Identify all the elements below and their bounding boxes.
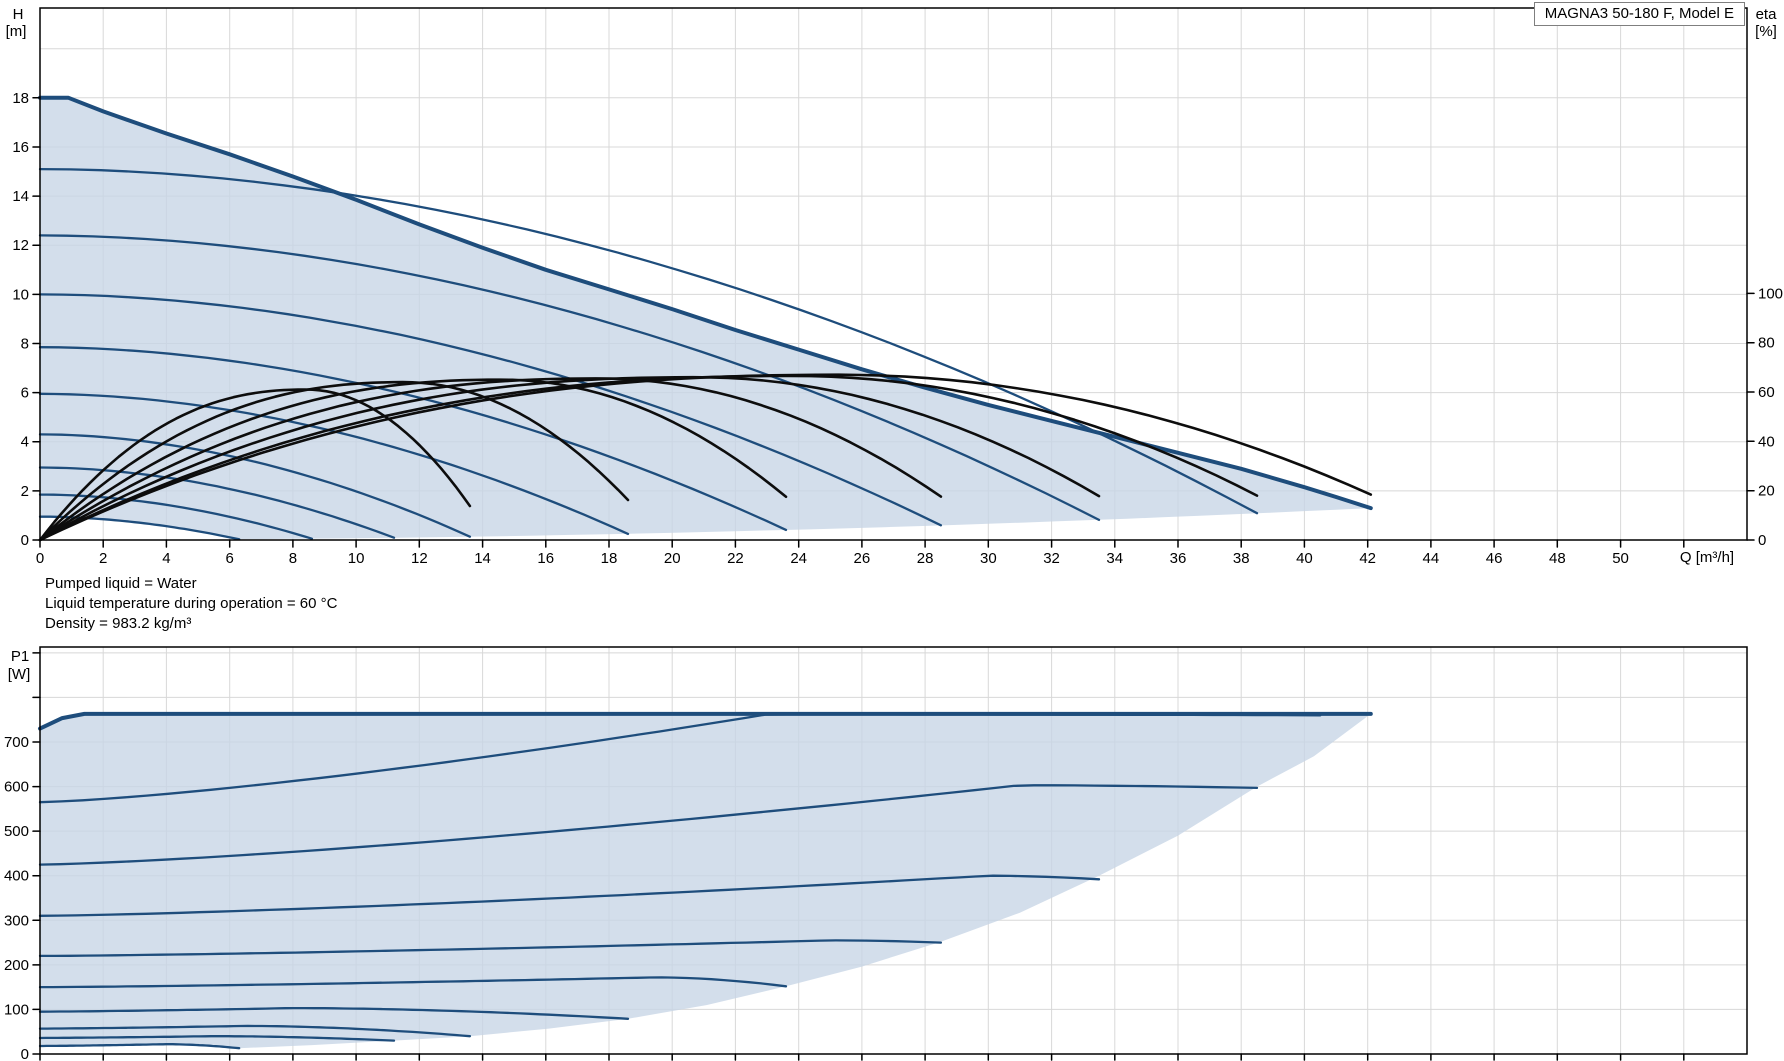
- efficiency-curve: [38, 375, 1101, 542]
- power-curve: [38, 976, 788, 989]
- eta-axis-tick-label: 20: [1758, 483, 1775, 500]
- x-axis-tick-label: 16: [537, 550, 554, 567]
- eta-axis-tick-label: 60: [1758, 384, 1775, 401]
- liquid-info-block: Pumped liquid = Water Liquid temperature…: [45, 574, 337, 634]
- p1-axis-tick-label: 600: [4, 779, 29, 796]
- p1-axis-tick-label: 100: [4, 1001, 29, 1018]
- h-axis-unit: [m]: [6, 23, 27, 40]
- x-axis-tick-label: 18: [601, 550, 618, 567]
- power-flow-chart-group: 0 100 200 300 400 500 600 700: [4, 646, 1748, 1061]
- x-axis-tick-label: 48: [1549, 550, 1566, 567]
- efficiency-curve: [38, 388, 472, 542]
- speed-curve: [38, 346, 788, 532]
- x-axis-tick-label: 38: [1233, 550, 1250, 567]
- power-curve: [38, 939, 943, 958]
- p1-axis-tick-label: 0: [21, 1046, 29, 1061]
- x-axis-tick-label: 10: [348, 550, 365, 567]
- x-axis-tick-label: 4: [162, 550, 170, 567]
- p1-axis-tick-label: 200: [4, 957, 29, 974]
- h-axis-tick-label: 8: [21, 335, 29, 352]
- eta-axis-tick-label: 0: [1758, 532, 1766, 549]
- info-pumped-liquid: Pumped liquid = Water: [45, 575, 197, 592]
- pump-model-title-box: MAGNA3 50-180 F, Model E: [1533, 2, 1745, 26]
- x-axis-tick-label: 40: [1296, 550, 1313, 567]
- eta-axis-name: eta: [1756, 6, 1778, 23]
- x-axis-tick-label: 8: [289, 550, 297, 567]
- x-axis-tick-label: 36: [1170, 550, 1187, 567]
- power-curve: [38, 1024, 472, 1038]
- power-curve: [38, 874, 1101, 917]
- h-axis-tick-label: 16: [12, 139, 29, 156]
- h-axis-tick-label: 0: [21, 532, 29, 549]
- q-axis-label: Q [m³/h]: [1680, 549, 1734, 566]
- h-axis-tick-label: 18: [12, 90, 29, 107]
- x-axis-tick-label: 22: [727, 550, 744, 567]
- p1-axis-tick-label: 300: [4, 912, 29, 929]
- efficiency-curve: [38, 377, 943, 542]
- power-envelope-fill: [40, 713, 1371, 1049]
- efficiency-curve: [38, 380, 630, 542]
- speed-curve: [38, 466, 396, 539]
- h-axis-tick-label: 14: [12, 188, 29, 205]
- power-curve: [38, 1006, 630, 1020]
- power-curve: [38, 1035, 396, 1042]
- x-axis-tick-label: 0: [36, 550, 44, 567]
- speed-curve: [38, 433, 472, 538]
- x-axis-tick-label: 42: [1359, 550, 1376, 567]
- x-axis-tick-label: 12: [411, 550, 428, 567]
- power-chart-frame: [39, 646, 1748, 1055]
- p1-axis-tick-label: 500: [4, 823, 29, 840]
- p1-axis-name: P1: [11, 648, 29, 665]
- eta-axis-unit: [%]: [1755, 23, 1777, 40]
- eta-axis-tick-label: 40: [1758, 433, 1775, 450]
- x-axis-tick-label: 32: [1043, 550, 1060, 567]
- x-axis-tick-label: 14: [474, 550, 491, 567]
- x-axis-tick-label: 44: [1423, 550, 1440, 567]
- x-axis-tick-label: 46: [1486, 550, 1503, 567]
- x-axis-tick-label: 24: [790, 550, 807, 567]
- x-axis-tick-label: 30: [980, 550, 997, 567]
- h-axis-tick-label: 4: [21, 434, 29, 451]
- h-axis-name: H: [13, 6, 24, 23]
- x-axis-tick-label: 6: [225, 550, 233, 567]
- speed-curve: [38, 293, 943, 527]
- head-flow-chart-group: 0 2 4 6 8 10 12 14 16 18 20 22 24 26 28 30 32 34 36 38 40 42 4…: [12, 7, 1783, 567]
- h-axis-tick-label: 6: [21, 385, 29, 402]
- x-axis-tick-label: 20: [664, 550, 681, 567]
- pump-model-title: MAGNA3 50-180 F, Model E: [1544, 5, 1734, 22]
- p1-axis-tick-label: 700: [4, 734, 29, 751]
- h-axis-tick-label: 2: [21, 483, 29, 500]
- power-curve: [38, 1043, 241, 1050]
- p1-axis-tick-label: 400: [4, 868, 29, 885]
- info-liquid-temperature: Liquid temperature during operation = 60…: [45, 595, 338, 612]
- h-axis-tick-label: 12: [12, 237, 29, 254]
- x-axis-tick-label: 26: [854, 550, 871, 567]
- info-density: Density = 983.2 kg/m³: [45, 615, 192, 632]
- power-curve: [38, 784, 1259, 866]
- max-speed-curve: [38, 95, 1373, 511]
- max-power-curve: [38, 711, 1373, 731]
- eta-axis-tick-label: 100: [1758, 285, 1783, 302]
- x-axis-tick-label: 50: [1612, 550, 1629, 567]
- h-axis-tick-label: 10: [12, 286, 29, 303]
- speed-curve: [38, 493, 314, 540]
- speed-curve: [38, 234, 1101, 522]
- p1-axis-unit: [W]: [8, 666, 31, 683]
- eta-axis-tick-label: 80: [1758, 335, 1775, 352]
- head-chart-frame: [39, 7, 1748, 541]
- x-axis-tick-label: 28: [917, 550, 934, 567]
- x-axis-tick-label: 34: [1106, 550, 1123, 567]
- x-axis-tick-label: 2: [99, 550, 107, 567]
